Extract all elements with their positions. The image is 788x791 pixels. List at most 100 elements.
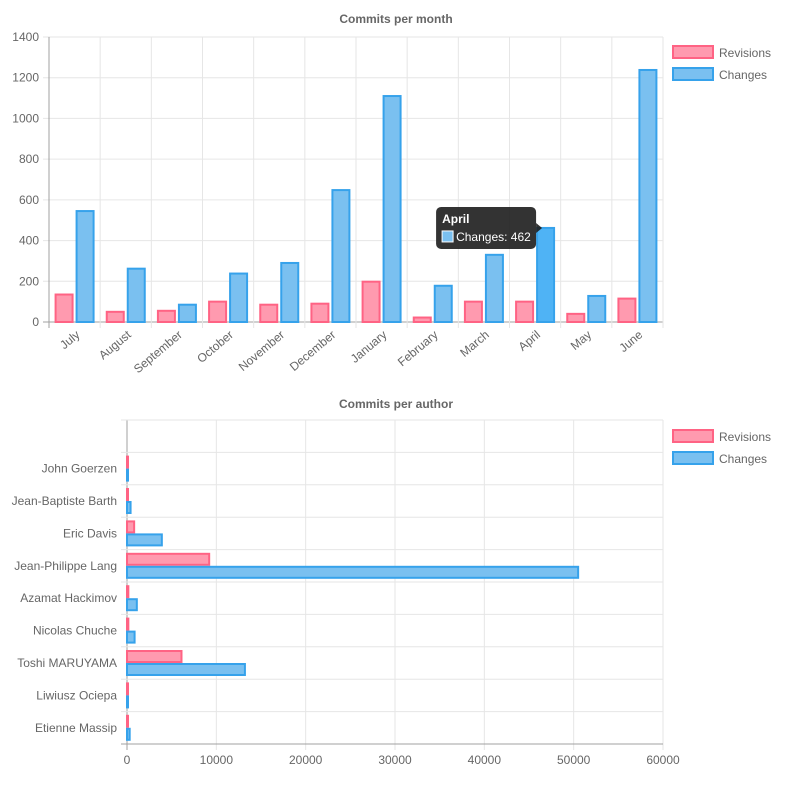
legend: Revisions Changes [672, 429, 771, 466]
bar-changes [126, 695, 129, 709]
bar-changes [126, 663, 246, 676]
y-axis-ticks: 0 200 400 600 800 1000 1200 1400 [12, 30, 39, 329]
commits-per-month-chart: Commits per month 0 200 400 600 800 1000 1200 1… [12, 12, 771, 376]
tooltip-swatch [441, 230, 454, 243]
commits-per-author-chart: Commits per author John Goerzen Jean-Bapt… [12, 397, 771, 767]
bar-changes [280, 261, 300, 324]
chart-title: Commits per author [339, 397, 453, 411]
bar-revisions [208, 300, 228, 323]
y-tick-label: Liwiusz Ociepa [36, 688, 117, 702]
x-tick-label: 40000 [468, 753, 502, 767]
bar-revisions [463, 300, 483, 323]
x-tick-label: November [236, 328, 287, 374]
x-tick-label: February [395, 328, 441, 370]
bar-changes [126, 468, 129, 482]
bar-changes [126, 630, 136, 644]
bar-changes [382, 95, 402, 323]
bar-changes [433, 284, 453, 323]
y-tick-label: 0 [32, 315, 39, 329]
y-tick-label: Eric Davis [63, 526, 117, 540]
x-tick-label: March [457, 328, 492, 360]
bar-revisions [412, 316, 432, 323]
bar-changes [126, 598, 138, 612]
bar-changes [638, 68, 658, 323]
y-tick-label: 1000 [12, 111, 39, 125]
x-tick-label: October [194, 328, 236, 366]
y-tick-label: Etienne Massip [35, 721, 117, 735]
bar-changes [587, 294, 607, 324]
y-tick-label: 200 [19, 274, 39, 288]
bar-revisions [126, 714, 129, 728]
bar-revisions [126, 682, 129, 696]
bars [126, 455, 580, 741]
bar-revisions [126, 488, 129, 501]
legend-swatch-changes [672, 451, 714, 465]
bar-changes [331, 189, 351, 323]
bar-revisions [617, 297, 637, 324]
legend: Revisions Changes [672, 45, 771, 82]
x-tick-label: May [568, 328, 594, 353]
y-tick-label: John Goerzen [42, 462, 117, 476]
bar-revisions [126, 520, 136, 534]
bar-changes [229, 272, 249, 323]
y-tick-label: 1200 [12, 71, 39, 85]
x-tick-label: 50000 [557, 753, 591, 767]
bar-changes [484, 253, 504, 323]
x-tick-label: 0 [124, 753, 131, 767]
bar-revisions [361, 280, 381, 324]
bar-changes [126, 267, 146, 323]
bar-changes [126, 501, 132, 514]
bar-changes [126, 565, 580, 579]
bar-changes [536, 226, 556, 323]
x-tick-label: September [131, 328, 185, 376]
grid [43, 36, 664, 328]
y-tick-label: Azamat Hackimov [20, 591, 117, 605]
bar-revisions [156, 309, 176, 323]
bar-revisions [126, 617, 130, 631]
bar-changes [126, 727, 131, 741]
bar-revisions [310, 302, 330, 323]
y-tick-label: Jean-Philippe Lang [14, 559, 117, 573]
x-tick-label: 10000 [200, 753, 234, 767]
x-tick-label: 20000 [289, 753, 323, 767]
x-tick-label: 60000 [646, 753, 680, 767]
chart-title: Commits per month [339, 12, 452, 26]
y-axis-ticks: John Goerzen Jean-Baptiste Barth Eric Davi… [12, 462, 118, 735]
x-tick-label: July [57, 328, 82, 352]
bar-changes [177, 303, 197, 324]
bars [54, 68, 658, 324]
x-tick-label: 30000 [378, 753, 412, 767]
legend-label: Changes [719, 68, 767, 82]
bar-revisions [566, 312, 586, 324]
bar-revisions [126, 552, 211, 566]
y-tick-label: Nicolas Chuche [33, 624, 117, 638]
bar-revisions [126, 585, 130, 599]
x-axis-ticks: 0 10000 20000 30000 40000 50000 60000 [124, 753, 680, 767]
y-tick-label: Toshi MARUYAMA [17, 656, 117, 670]
tooltip-caret [536, 222, 543, 233]
y-tick-label: 400 [19, 234, 39, 248]
bar-changes [126, 533, 163, 547]
bar-revisions [105, 310, 125, 324]
legend-swatch-revisions [672, 429, 714, 443]
x-tick-label: August [96, 327, 134, 362]
grid [121, 419, 664, 750]
y-tick-label: 1400 [12, 30, 39, 44]
bar-revisions [126, 455, 129, 469]
legend-label: Changes [719, 452, 767, 466]
x-tick-label: June [616, 327, 645, 355]
x-tick-label: April [516, 328, 543, 354]
tooltip: April Changes: 462 [436, 206, 543, 249]
bar-revisions [54, 293, 74, 323]
legend-swatch-revisions [672, 45, 714, 59]
y-tick-label: 800 [19, 152, 39, 166]
tooltip-box [436, 206, 537, 249]
bar-revisions [259, 303, 279, 324]
x-tick-label: January [348, 328, 390, 366]
y-tick-label: Jean-Baptiste Barth [12, 494, 117, 508]
legend-label: Revisions [719, 430, 771, 444]
x-tick-label: December [287, 328, 338, 374]
tooltip-title: April [442, 212, 469, 226]
